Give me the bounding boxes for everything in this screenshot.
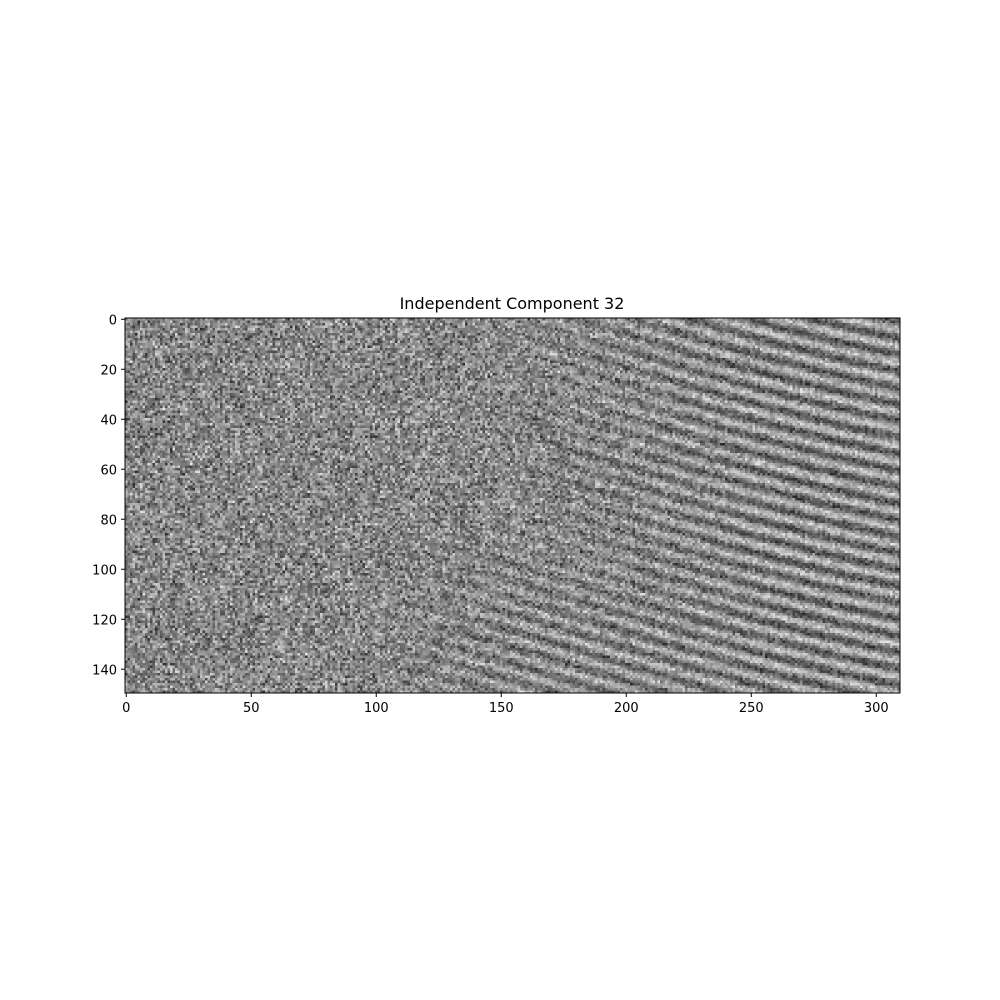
x-tick-label: 0 [122,701,130,716]
y-tick-label: 80 [100,513,117,528]
x-tick-label: 50 [243,701,260,716]
x-tick-label: 200 [614,701,639,716]
x-tick-label: 150 [489,701,514,716]
heatmap-image [125,318,900,693]
x-tick-label: 250 [739,701,764,716]
x-axis: 0 50 100 150 200 250 300 [122,693,889,716]
axes-frame [124,317,901,694]
y-tick-label: 20 [100,363,117,378]
y-tick-label: 100 [92,563,117,578]
x-tick-label: 300 [864,701,889,716]
y-axis: 0 20 40 60 80 100 120 140 [92,313,125,678]
chart-title: Independent Component 32 [400,294,625,313]
plot-area [124,317,901,694]
y-tick-label: 140 [92,663,117,678]
y-tick-label: 60 [100,463,117,478]
x-tick-label: 100 [364,701,389,716]
y-tick-label: 120 [92,613,117,628]
y-tick-label: 40 [100,413,117,428]
y-tick-label: 0 [109,313,117,328]
